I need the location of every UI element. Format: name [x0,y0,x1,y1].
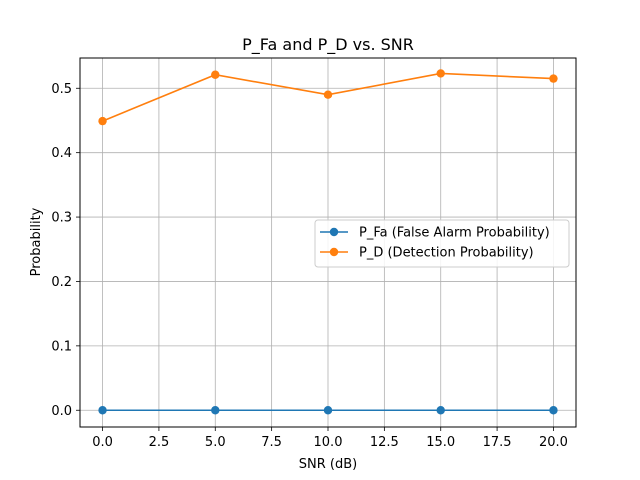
data-point [323,90,333,99]
y-tick-label: 0.3 [51,211,72,226]
data-point [98,116,107,126]
x-axis-label: SNR (dB) [299,457,357,472]
x-tick-label: 0.0 [92,435,113,450]
legend-swatch-marker [329,227,339,237]
series-0 [98,406,558,415]
y-tick-label: 0.2 [51,275,72,290]
x-tick-label: 7.5 [261,435,282,450]
x-tick-label: 12.5 [370,435,399,450]
x-tick-label: 10.0 [314,435,343,450]
data-point [436,69,445,78]
x-tick-label: 20.0 [539,435,568,450]
y-axis-label: Probability [29,207,44,276]
data-point [323,406,333,415]
legend-box [314,219,570,268]
data-point [98,406,107,415]
data-point [211,70,220,79]
data-point [436,406,445,415]
legend: P_Fa (False Alarm Probability) P_D (Detec… [314,219,570,268]
chart-title: P_Fa and P_D vs. SNR [242,35,414,55]
series-layer [98,69,558,415]
x-tick-label: 2.5 [149,435,170,450]
x-tick-label: 17.5 [483,435,512,450]
legend-swatch-marker [329,247,339,257]
data-point [549,74,558,83]
ticks: 0.0 2.5 5.0 7.5 10.0 12.5 15.0 17.5 20.0 0.0 0.1 0.… [51,82,568,450]
y-tick-label: 0.0 [51,404,72,419]
legend-entry-label: P_D (Detection Probability) [359,246,534,261]
series-1 [98,69,558,126]
x-tick-label: 5.0 [205,435,226,450]
x-tick-label: 15.0 [426,435,455,450]
data-point [211,406,220,415]
y-tick-label: 0.4 [51,146,72,161]
y-tick-label: 0.1 [51,339,72,354]
legend-entry-label: P_Fa (False Alarm Probability) [359,226,550,241]
y-tick-label: 0.5 [51,82,72,97]
data-point [549,406,558,415]
